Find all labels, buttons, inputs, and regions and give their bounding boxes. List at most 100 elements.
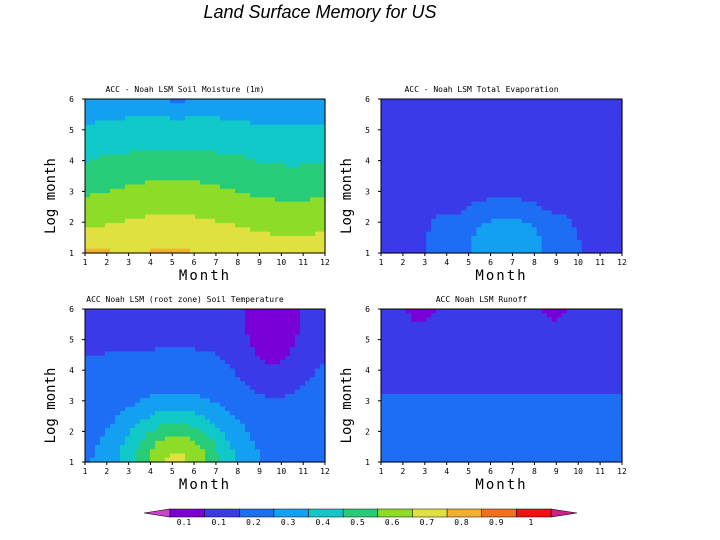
heatmap-cell xyxy=(611,176,618,181)
heatmap-cell xyxy=(110,423,116,429)
heatmap-cell xyxy=(215,338,221,344)
heatmap-cell xyxy=(456,111,462,117)
heatmap-cell xyxy=(210,103,216,109)
heatmap-cell xyxy=(616,205,623,211)
x-axis-label: Month xyxy=(179,268,231,284)
heatmap-cell xyxy=(406,171,412,177)
heatmap-cell xyxy=(280,364,286,370)
heatmap-cell xyxy=(606,235,613,241)
heatmap-cell xyxy=(105,309,111,314)
heatmap-cell xyxy=(240,218,246,224)
heatmap-cell xyxy=(486,158,493,164)
heatmap-cell xyxy=(240,368,246,374)
heatmap-cell xyxy=(100,154,106,160)
heatmap-cell xyxy=(456,235,462,241)
heatmap-cell xyxy=(260,343,266,348)
heatmap-cell xyxy=(170,163,176,169)
heatmap-cell xyxy=(195,330,201,336)
heatmap-cell xyxy=(300,240,306,246)
heatmap-cell xyxy=(556,128,563,134)
heatmap-cell xyxy=(275,111,281,117)
heatmap-cell xyxy=(115,163,121,169)
heatmap-cell xyxy=(245,107,251,113)
heatmap-cell xyxy=(170,368,176,374)
heatmap-cell xyxy=(541,150,548,156)
heatmap-cell xyxy=(546,176,553,181)
heatmap-cell xyxy=(285,197,291,203)
heatmap-cell xyxy=(265,321,271,327)
heatmap-cell xyxy=(210,440,216,446)
heatmap-cell xyxy=(170,133,176,139)
heatmap-cell xyxy=(245,457,251,463)
heatmap-cell xyxy=(591,124,598,130)
heatmap-cell xyxy=(125,453,131,459)
heatmap-cell xyxy=(130,141,136,147)
heatmap-cell xyxy=(255,347,261,353)
heatmap-cell xyxy=(110,240,116,246)
heatmap-cell xyxy=(235,326,241,331)
heatmap-cell xyxy=(280,309,286,314)
heatmap-cell xyxy=(110,231,116,237)
heatmap-cell xyxy=(190,193,196,198)
heatmap-cell xyxy=(135,453,141,459)
heatmap-cell xyxy=(95,240,101,246)
heatmap-cell xyxy=(170,201,176,207)
heatmap-cell xyxy=(416,111,422,117)
heatmap-cell xyxy=(401,188,407,194)
heatmap-cell xyxy=(270,381,276,387)
heatmap-cell xyxy=(215,449,221,455)
heatmap-cell xyxy=(265,343,271,348)
heatmap-cell xyxy=(90,158,96,164)
heatmap-cell xyxy=(426,176,432,181)
heatmap-cell xyxy=(100,317,106,323)
heatmap-cell xyxy=(95,385,101,391)
heatmap-cell xyxy=(586,214,593,220)
heatmap-cell xyxy=(531,107,538,113)
heatmap-cell xyxy=(180,406,186,412)
heatmap-cell xyxy=(245,244,251,250)
heatmap-cell xyxy=(526,137,533,143)
heatmap-cell xyxy=(175,321,181,327)
heatmap-cell xyxy=(220,141,226,147)
heatmap-cell xyxy=(115,432,121,438)
heatmap-cell xyxy=(230,377,236,382)
heatmap-cell xyxy=(230,124,236,130)
heatmap-cell xyxy=(556,231,563,237)
heatmap-cell xyxy=(551,99,558,104)
heatmap-cell xyxy=(476,107,483,113)
heatmap-cell xyxy=(270,214,276,220)
heatmap-cell xyxy=(210,128,216,134)
heatmap-cell xyxy=(611,223,618,228)
heatmap-cell xyxy=(215,334,221,340)
heatmap-cell xyxy=(155,385,161,391)
heatmap-cell xyxy=(265,158,271,164)
heatmap-cell xyxy=(546,231,553,237)
heatmap-cell xyxy=(536,223,543,228)
heatmap-cell xyxy=(310,171,316,177)
heatmap-cell xyxy=(225,244,231,250)
heatmap-cell xyxy=(210,201,216,207)
heatmap-cell xyxy=(466,180,472,186)
heatmap-cell xyxy=(115,107,121,113)
heatmap-cell xyxy=(275,218,281,224)
heatmap-cell xyxy=(205,180,211,186)
heatmap-cell xyxy=(180,167,186,173)
heatmap-cell xyxy=(230,158,236,164)
heatmap-cell xyxy=(601,205,608,211)
heatmap-cell xyxy=(85,154,91,160)
heatmap-cell xyxy=(200,146,206,151)
heatmap-cell xyxy=(95,171,101,177)
heatmap-cell xyxy=(396,205,402,211)
heatmap-cell xyxy=(205,449,211,455)
heatmap-cell xyxy=(411,197,417,203)
heatmap-cell xyxy=(170,197,176,203)
heatmap-cell xyxy=(441,214,447,220)
heatmap-cell xyxy=(200,154,206,160)
heatmap-cell xyxy=(285,163,291,169)
heatmap-cell xyxy=(315,218,321,224)
heatmap-cell xyxy=(165,364,171,370)
heatmap-cell xyxy=(491,235,498,241)
heatmap-cell xyxy=(215,107,221,113)
heatmap-cell xyxy=(105,205,111,211)
heatmap-cell xyxy=(290,188,296,194)
